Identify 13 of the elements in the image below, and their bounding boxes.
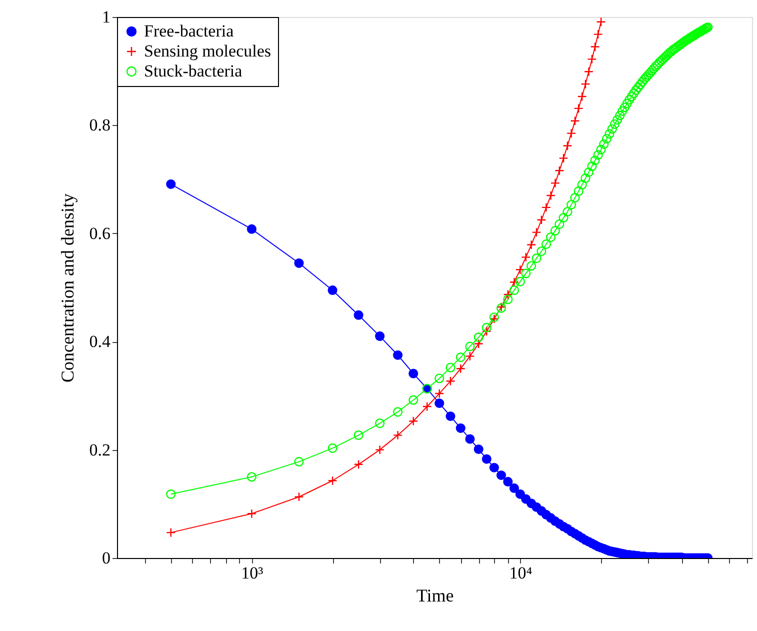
y-tick-label: 1 xyxy=(102,8,110,26)
x-tick-label: 10³ xyxy=(241,564,264,582)
x-tick-label: 10⁴ xyxy=(509,564,532,582)
y-tick-label: 0 xyxy=(102,548,110,568)
legend-label: Sensing molecules xyxy=(144,42,272,60)
y-tick-label: 0.2 xyxy=(89,440,110,460)
y-tick-label: 0.8 xyxy=(89,116,110,135)
y-tick-label: 0.4 xyxy=(89,332,111,352)
y-axis-title: Concentration and density xyxy=(57,194,78,382)
x-axis-title: Time xyxy=(416,586,454,606)
legend-label: Stuck-bacteria xyxy=(144,62,243,80)
legend-label: Free-bacteria xyxy=(144,22,234,40)
y-tick-label: 0.6 xyxy=(89,224,110,243)
